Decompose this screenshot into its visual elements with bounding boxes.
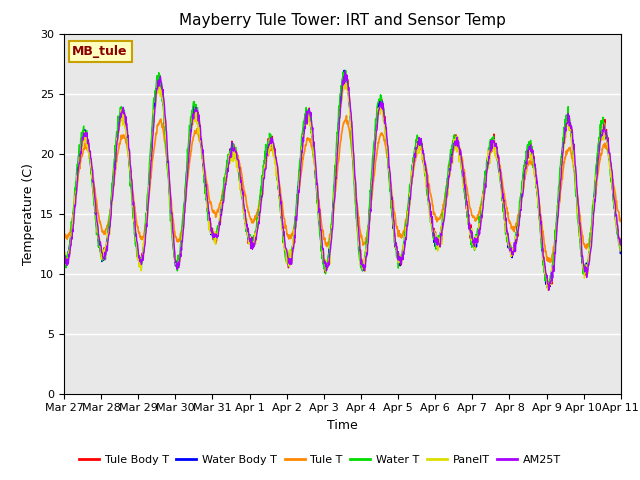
X-axis label: Time: Time bbox=[327, 419, 358, 432]
Y-axis label: Temperature (C): Temperature (C) bbox=[22, 163, 35, 264]
Text: MB_tule: MB_tule bbox=[72, 45, 128, 58]
Title: Mayberry Tule Tower: IRT and Sensor Temp: Mayberry Tule Tower: IRT and Sensor Temp bbox=[179, 13, 506, 28]
Legend: Tule Body T, Water Body T, Tule T, Water T, PanelT, AM25T: Tule Body T, Water Body T, Tule T, Water… bbox=[75, 451, 565, 469]
